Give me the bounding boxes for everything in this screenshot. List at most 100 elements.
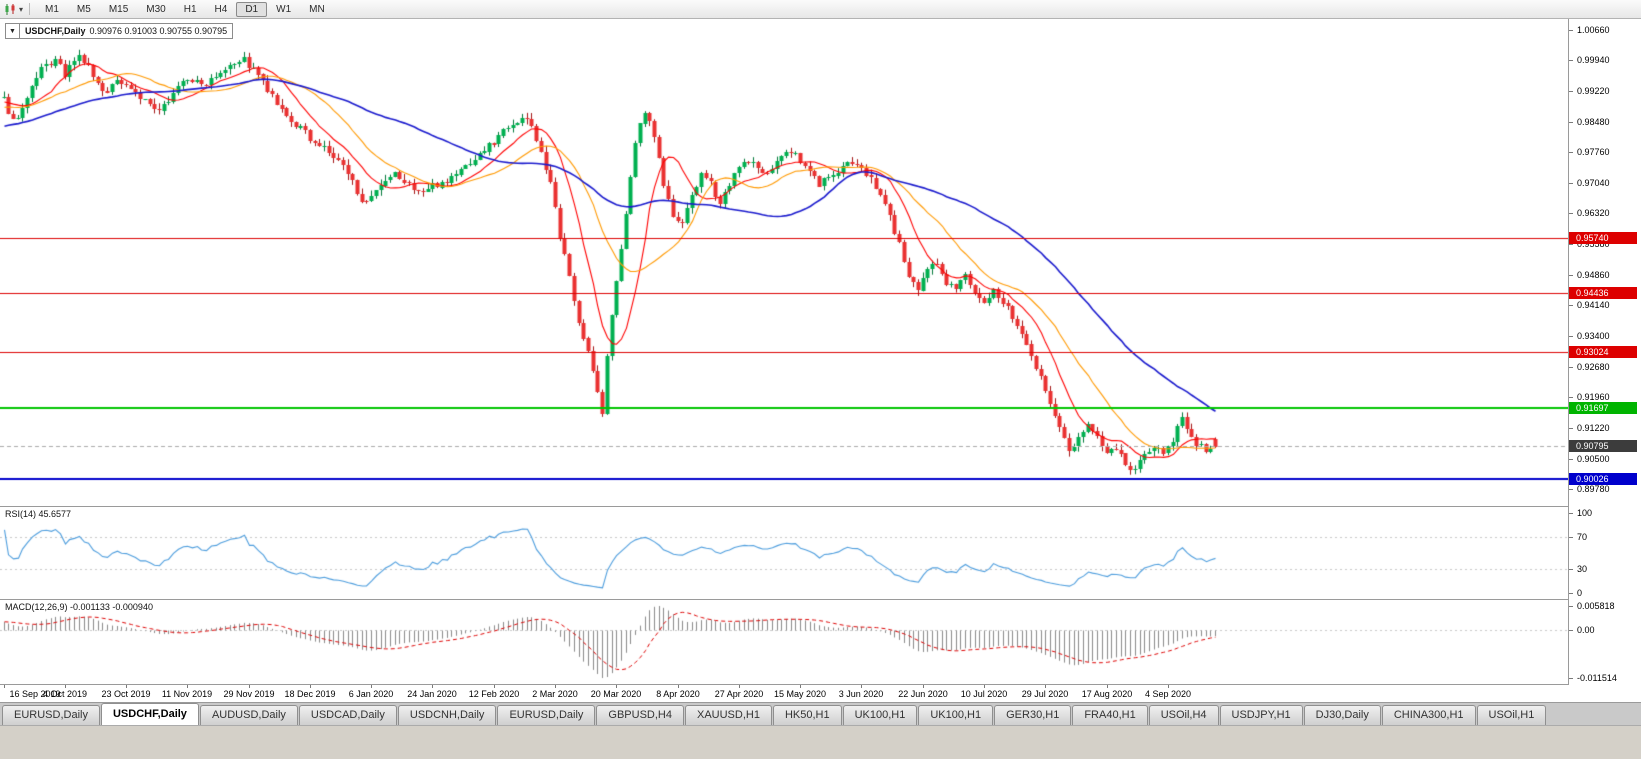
panel-separator bbox=[0, 684, 1641, 685]
rsi-tick-label: 30 bbox=[1577, 564, 1588, 574]
rsi-tick-label: 0 bbox=[1577, 588, 1583, 598]
date-label: 18 Dec 2019 bbox=[284, 689, 336, 699]
macd-tick-mark bbox=[1569, 678, 1573, 679]
timeframe-button-h1[interactable]: H1 bbox=[183, 3, 197, 15]
chart-tab[interactable]: GER30,H1 bbox=[994, 705, 1072, 725]
price-tick-mark bbox=[1569, 489, 1573, 490]
chart-tab[interactable]: USDJPY,H1 bbox=[1219, 705, 1303, 725]
macd-indicator-panel[interactable]: MACD(12,26,9) -0.001133 -0.000940 bbox=[0, 600, 1568, 684]
chevron-down-icon[interactable]: ▾ bbox=[19, 4, 24, 14]
macd-label: MACD(12,26,9) -0.001133 -0.000940 bbox=[5, 602, 153, 612]
rsi-value: 45.6577 bbox=[38, 509, 72, 519]
collapse-arrow-icon[interactable]: ▼ bbox=[6, 24, 20, 38]
timeframe-buttons: M1 M5 M15 M30 H1 H4 D1 W1 MN bbox=[36, 1, 334, 17]
main-chart-canvas[interactable] bbox=[0, 19, 1568, 506]
chart-tab[interactable]: UK100,H1 bbox=[842, 705, 918, 725]
chart-tab[interactable]: XAUUSD,H1 bbox=[684, 705, 772, 725]
rsi-indicator-panel[interactable]: RSI(14) 45.6577 bbox=[0, 507, 1568, 599]
price-chart-panel[interactable]: ▼ USDCHF,Daily 0.90976 0.91003 0.90755 0… bbox=[0, 19, 1568, 506]
ohlc-values: 0.90976 0.91003 0.90755 0.90795 bbox=[89, 26, 228, 36]
rsi-label: RSI(14) 45.6577 bbox=[5, 509, 71, 519]
date-label: 16 Sep 2019 bbox=[9, 689, 61, 699]
panel-separator[interactable] bbox=[0, 599, 1641, 600]
timeframe-button-m15[interactable]: M15 bbox=[108, 3, 129, 15]
price-tick-mark bbox=[1569, 91, 1573, 92]
date-label: 10 Jul 2020 bbox=[960, 689, 1008, 699]
chart-tab[interactable]: USDCHF,Daily bbox=[100, 703, 199, 725]
rsi-tick-label: 100 bbox=[1577, 508, 1593, 518]
rsi-tick-mark bbox=[1569, 593, 1573, 594]
timeframe-button-mn[interactable]: MN bbox=[309, 3, 325, 15]
rsi-tick-mark bbox=[1569, 569, 1573, 570]
chart-tab[interactable]: GBPUSD,H4 bbox=[596, 705, 684, 725]
macd-tick-mark bbox=[1569, 630, 1573, 631]
date-label: 4 Oct 2019 bbox=[42, 689, 88, 699]
price-level-badge: 0.94436 bbox=[1569, 287, 1637, 299]
price-tick-mark bbox=[1569, 30, 1573, 31]
time-tick-mark bbox=[555, 685, 556, 688]
chart-tab[interactable]: HK50,H1 bbox=[772, 705, 842, 725]
chart-tab[interactable]: EURUSD,Daily bbox=[497, 705, 596, 725]
price-level-badge: 0.90795 bbox=[1569, 440, 1637, 452]
date-label: 11 Nov 2019 bbox=[161, 689, 213, 699]
timeframe-button-h4[interactable]: H4 bbox=[214, 3, 228, 15]
price-tick-mark bbox=[1569, 336, 1573, 337]
timeframe-button-m1[interactable]: M1 bbox=[45, 3, 59, 15]
timeframe-button-d1[interactable]: D1 bbox=[236, 1, 268, 17]
chart-tab[interactable]: FRA40,H1 bbox=[1072, 705, 1148, 725]
toolbar-separator bbox=[29, 3, 31, 15]
rsi-chart-canvas[interactable] bbox=[0, 507, 1568, 599]
timeframe-button-m5[interactable]: M5 bbox=[76, 3, 91, 15]
price-tick-label: 0.97040 bbox=[1577, 178, 1610, 188]
macd-tick-label: 0.005818 bbox=[1577, 601, 1615, 611]
chart-tab[interactable]: USDCAD,Daily bbox=[298, 705, 397, 725]
macd-tick-label: 0.00 bbox=[1577, 625, 1595, 635]
panel-separator[interactable] bbox=[0, 506, 1641, 507]
macd-name: MACD(12,26,9) bbox=[5, 602, 68, 612]
time-tick-mark bbox=[494, 685, 495, 688]
price-tick-label: 0.99940 bbox=[1577, 55, 1610, 65]
chart-tab[interactable]: UK100,H1 bbox=[918, 705, 994, 725]
chart-tab[interactable]: DJ30,Daily bbox=[1303, 705, 1381, 725]
time-tick-mark bbox=[1107, 685, 1108, 688]
time-tick-mark bbox=[739, 685, 740, 688]
price-tick-label: 1.00660 bbox=[1577, 25, 1610, 35]
time-tick-mark bbox=[861, 685, 862, 688]
price-tick-mark bbox=[1569, 305, 1573, 306]
price-tick-label: 0.89780 bbox=[1577, 484, 1610, 494]
time-tick-mark bbox=[187, 685, 188, 688]
time-tick-mark bbox=[984, 685, 985, 688]
price-tick-label: 0.94140 bbox=[1577, 300, 1610, 310]
price-tick-label: 0.92680 bbox=[1577, 362, 1610, 372]
date-label: 20 Mar 2020 bbox=[590, 689, 642, 699]
price-tick-mark bbox=[1569, 397, 1573, 398]
time-tick-mark bbox=[4, 685, 5, 688]
chart-tab[interactable]: EURUSD,Daily bbox=[2, 705, 100, 725]
timeframe-button-w1[interactable]: W1 bbox=[276, 3, 292, 15]
rsi-tick-mark bbox=[1569, 537, 1573, 538]
date-label: 23 Oct 2019 bbox=[101, 689, 151, 699]
chart-title: ▼ USDCHF,Daily 0.90976 0.91003 0.90755 0… bbox=[5, 23, 234, 39]
time-tick-mark bbox=[923, 685, 924, 688]
time-tick-mark bbox=[310, 685, 311, 688]
chart-tab[interactable]: CHINA300,H1 bbox=[1381, 705, 1476, 725]
price-tick-mark bbox=[1569, 122, 1573, 123]
time-tick-mark bbox=[800, 685, 801, 688]
timeframe-toolbar: ▾ M1 M5 M15 M30 H1 H4 D1 W1 MN bbox=[0, 0, 1641, 19]
time-tick-mark bbox=[1168, 685, 1169, 688]
price-tick-mark bbox=[1569, 60, 1573, 61]
bottom-strip bbox=[0, 725, 1641, 759]
chart-tab[interactable]: USOil,H4 bbox=[1148, 705, 1219, 725]
date-label: 17 Aug 2020 bbox=[1081, 689, 1133, 699]
timeframe-button-m30[interactable]: M30 bbox=[146, 3, 166, 15]
macd-chart-canvas[interactable] bbox=[0, 600, 1568, 684]
chart-tab[interactable]: AUDUSD,Daily bbox=[199, 705, 298, 725]
price-tick-label: 0.93400 bbox=[1577, 331, 1610, 341]
chart-type-icon[interactable] bbox=[4, 3, 17, 16]
price-tick-label: 0.94860 bbox=[1577, 270, 1610, 280]
symbol-timeframe-label: USDCHF,Daily bbox=[24, 26, 86, 36]
chart-tab[interactable]: USOil,H1 bbox=[1476, 705, 1547, 725]
chart-tab[interactable]: USDCNH,Daily bbox=[397, 705, 497, 725]
price-tick-label: 0.91960 bbox=[1577, 392, 1610, 402]
macd-tick-label: -0.011514 bbox=[1577, 673, 1617, 683]
